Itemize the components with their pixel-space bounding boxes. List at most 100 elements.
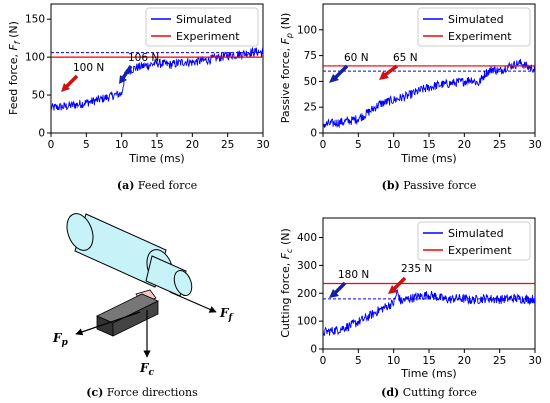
caption: (b) Passive force [382,179,477,192]
y-ticks: 0 25 50 75 100 [297,24,323,140]
annotation-arrowhead [379,71,389,80]
y-tick-label: 300 [297,260,317,272]
x-tick-label: 5 [355,139,362,151]
annotation-arrowhead [119,75,127,84]
x-tick-label: 30 [528,355,541,367]
annotation-arrowhead [329,289,339,298]
annotation-simulated: 60 N [329,52,369,83]
x-tick-label: 15 [422,355,435,367]
x-tick-label: 30 [528,139,541,151]
force-label-feed: Ff [219,306,235,323]
x-tick-label: 15 [150,139,163,151]
workpiece-end-face [173,269,193,297]
panel-cutting-force: 0 100 200 300 400 0 5 10 15 20 25 30 Simulated Exp… [279,217,542,399]
y-tick-label: 100 [297,316,317,328]
force-arrow-feed [169,291,217,313]
y-ticks: 0 50 100 150 [25,14,51,140]
y-tick-label: 25 [304,102,317,114]
x-axis-label: Time (ms) [400,367,456,380]
legend-entry-simulated: Simulated [448,227,504,240]
y-tick-label: 0 [38,128,45,140]
x-tick-label: 20 [186,139,199,151]
caption: (d) Cutting force [381,386,477,399]
x-tick-label: 20 [458,355,471,367]
tool-side [112,300,159,337]
x-tick-label: 20 [458,139,471,151]
annotation-experiment: 100 N [61,62,104,92]
annotation-arrowhead [388,285,398,294]
annotation-label: 180 N [338,269,369,281]
legend: Simulated Experiment [417,7,531,47]
panel-passive-force: 0 25 50 75 100 0 5 10 15 20 25 30 Simulated Experi… [279,3,542,192]
force-label-passive: Fp [52,331,69,348]
y-tick-label: 75 [304,50,317,62]
x-tick-label: 25 [221,139,234,151]
annotation-simulated: 180 N [329,269,369,298]
workpiece [66,213,193,297]
workpiece-back-face [66,213,94,251]
annotation-arrow [392,276,407,291]
annotation-arrow [64,74,79,89]
x-ticks: 0 5 10 15 20 25 30 [320,349,542,367]
legend-entry-experiment: Experiment [176,30,240,43]
force-label-cutting: Fc [139,361,155,378]
annotation-simulated: 106 N [119,52,159,84]
legend: Simulated Experiment [417,221,531,261]
y-axis-label: Feed force, Ff (N) [7,21,22,115]
y-tick-label: 0 [310,128,317,140]
x-tick-label: 10 [387,355,400,367]
annotation-experiment: 65 N [379,52,418,80]
y-tick-label: 100 [297,24,317,36]
legend-entry-simulated: Simulated [448,13,504,26]
series-line-simulated [323,289,535,337]
annotation-arrow [333,281,347,295]
y-tick-label: 400 [297,232,317,244]
legend: Simulated Experiment [145,7,259,47]
cutting-tool [96,293,159,337]
y-tick-label: 100 [25,52,45,64]
series-line-simulated [51,46,263,111]
x-tick-label: 10 [115,139,128,151]
x-tick-label: 25 [493,355,506,367]
annotation-label: 60 N [344,52,369,64]
annotation-label: 235 N [401,263,432,275]
legend-box [417,7,531,47]
x-axis-label: Time (ms) [128,152,184,165]
annotation-label: 100 N [73,62,104,74]
caption: (a) Feed force [117,179,197,192]
annotation-arrow [383,64,399,77]
annotation-arrow [333,64,349,80]
x-tick-label: 0 [48,139,55,151]
annotation-arrowhead [329,74,339,83]
legend-entry-simulated: Simulated [176,13,232,26]
data-marks [323,282,535,337]
x-tick-label: 5 [83,139,90,151]
x-tick-label: 30 [256,139,269,151]
y-ticks: 0 100 200 300 400 [297,232,323,356]
annotation-label: 65 N [393,52,418,64]
y-axis-label: Cutting force, Fc (N) [279,228,294,338]
y-tick-label: 50 [32,90,45,102]
annotation-arrow [121,65,133,79]
y-tick-label: 150 [25,14,45,26]
annotation-arrowhead [61,83,70,92]
x-tick-label: 5 [355,355,362,367]
data-marks [323,58,535,129]
annotation-experiment: 235 N [388,263,432,294]
x-tick-label: 10 [387,139,400,151]
legend-entry-experiment: Experiment [448,30,512,43]
x-tick-label: 15 [422,139,435,151]
legend-box [417,221,531,261]
y-tick-label: 50 [304,76,317,88]
x-tick-label: 0 [320,355,327,367]
x-tick-label: 0 [320,139,327,151]
series-line-simulated [323,58,535,129]
x-axis-label: Time (ms) [400,152,456,165]
legend-box [145,7,259,47]
panel-feed-force: 0 50 100 150 0 5 10 15 20 25 30 Simulated Experim… [7,3,270,192]
y-axis-label: Passive force, Fp (N) [279,13,294,124]
x-ticks: 0 5 10 15 20 25 30 [48,133,270,151]
x-tick-label: 25 [493,139,506,151]
data-marks [51,46,263,111]
